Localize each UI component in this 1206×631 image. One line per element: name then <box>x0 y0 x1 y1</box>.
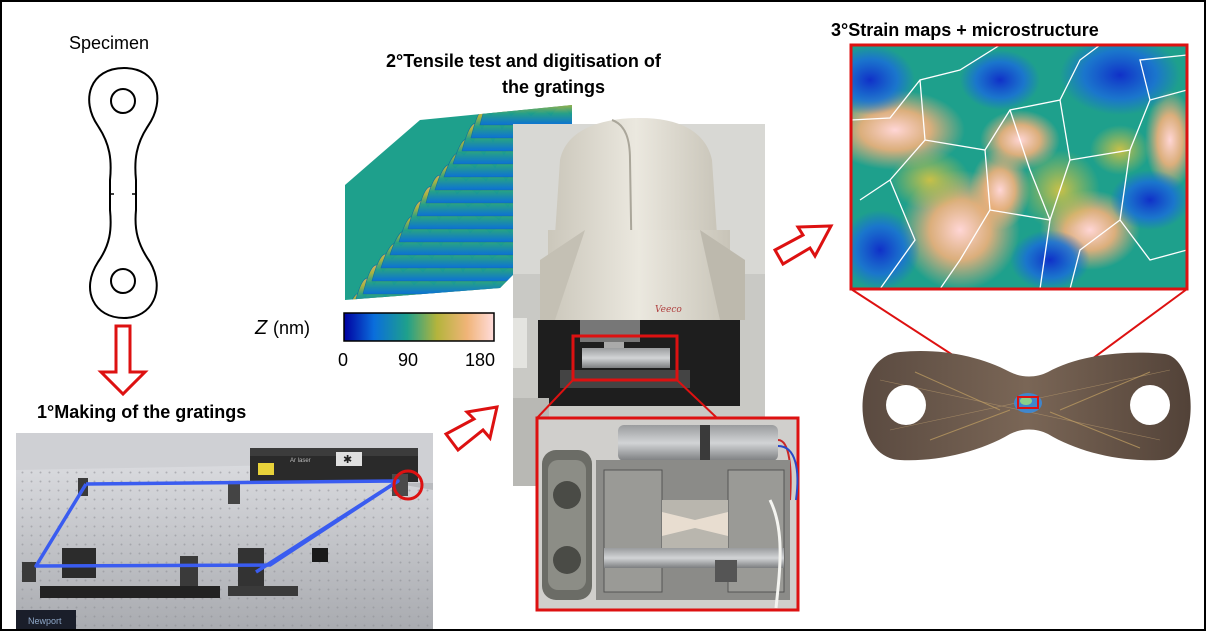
colorbar-unit: (nm) <box>273 318 310 338</box>
colorbar-tick-2: 180 <box>465 350 495 370</box>
specimen-roi-box <box>1017 396 1039 409</box>
step2-label-line1: 2°Tensile test and digitisation of <box>386 51 662 71</box>
svg-text:✱: ✱ <box>343 453 352 466</box>
laser-label: Ar laser <box>290 458 311 464</box>
strain-map-frame <box>849 43 1189 291</box>
specimen-label: Specimen <box>69 33 149 53</box>
colorbar-tick-0: 0 <box>338 350 348 370</box>
brand-label: Newport <box>28 616 62 626</box>
strain-map <box>849 43 1189 399</box>
colorbar: Z (nm) 0 90 180 <box>254 312 495 370</box>
tensile-stage-photo <box>535 416 800 612</box>
stage-highlight-box <box>571 334 679 382</box>
colorbar-tick-1: 90 <box>398 350 418 370</box>
optical-table-photo: Ar laser ✱ Newport <box>16 433 433 629</box>
arrow-diag-2 <box>772 224 834 267</box>
specimen-photo <box>862 350 1191 461</box>
step1-label: 1°Making of the gratings <box>37 402 246 422</box>
colorbar-gradient <box>343 312 495 342</box>
step2-label-line2: the gratings <box>502 77 605 97</box>
arrow-down-1 <box>97 324 149 397</box>
specimen-sketch: Specimen <box>69 33 159 320</box>
arrow-diag-1 <box>443 405 499 453</box>
svg-text:Veeco: Veeco <box>655 305 682 315</box>
step3-label: 3°Strain maps + microstructure <box>831 20 1099 40</box>
highlight-circle <box>392 469 424 501</box>
colorbar-symbol: Z <box>254 317 268 339</box>
